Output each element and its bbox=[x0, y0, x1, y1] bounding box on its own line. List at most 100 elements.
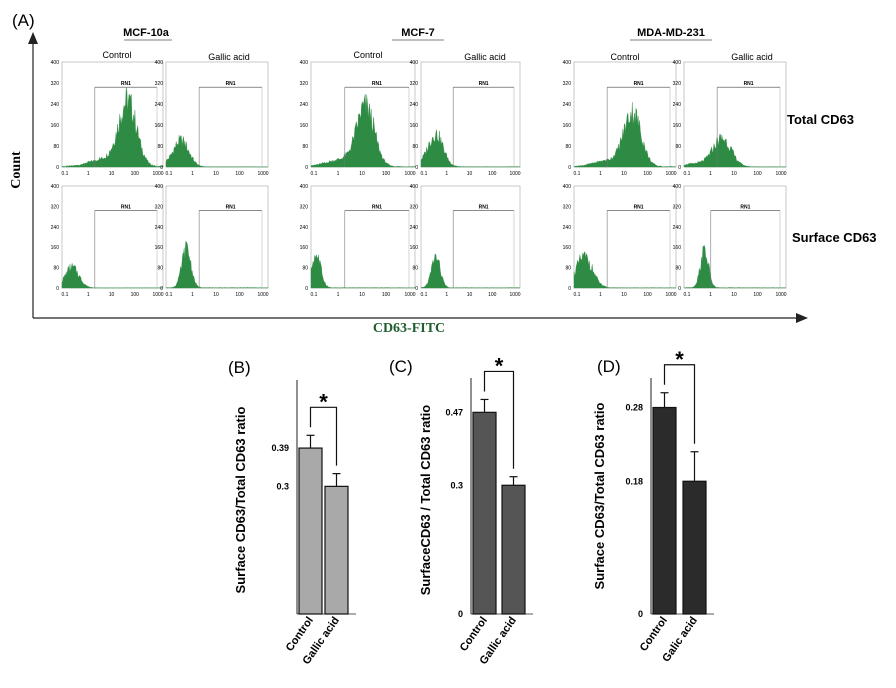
gate-label: RN1 bbox=[121, 204, 131, 210]
x-tick-label: 1000 bbox=[665, 171, 676, 177]
y-tick-label: 400 bbox=[410, 184, 419, 190]
y-tick-label: 400 bbox=[51, 184, 60, 190]
y-tick-label: 240 bbox=[563, 225, 572, 231]
y-tick-label: 320 bbox=[155, 81, 164, 87]
y-tick-label: 160 bbox=[563, 245, 572, 251]
x-tick-label: 0.1 bbox=[421, 292, 428, 298]
y-tick-label: 0.18 bbox=[625, 476, 643, 486]
histogram-surface-5: RN1 400 320 240 160 80 00.1 1 10 100 1000 bbox=[563, 184, 677, 298]
y-tick-label: 320 bbox=[51, 81, 60, 87]
x-tick-label: 100 bbox=[382, 171, 391, 177]
histogram-total-4: RN1 400 320 240 160 80 00.1 1 10 100 1000 bbox=[410, 60, 521, 177]
y-tick-label: 320 bbox=[410, 81, 419, 87]
histogram-surface-2: RN1 400 320 240 160 80 00.1 1 10 100 1000 bbox=[155, 184, 269, 298]
histogram-distribution bbox=[310, 94, 416, 168]
y-tick-label: 0 bbox=[415, 286, 418, 292]
y-tick-label: 0 bbox=[160, 286, 163, 292]
x-tick-label: 10 bbox=[467, 171, 473, 177]
y-tick-label: 80 bbox=[53, 144, 59, 150]
y-tick-label: 160 bbox=[563, 123, 572, 129]
x-tick-label: 10 bbox=[213, 171, 219, 177]
histogram-distribution bbox=[165, 240, 269, 289]
histogram-total-6: RN1 400 320 240 160 80 00.1 1 10 100 1000 bbox=[673, 60, 787, 177]
y-tick-label: 400 bbox=[51, 60, 60, 66]
gate-label: RN1 bbox=[744, 81, 754, 87]
y-tick-label: 80 bbox=[157, 144, 163, 150]
x-tick-label: 0.1 bbox=[62, 171, 69, 177]
y-tick-label: 80 bbox=[675, 266, 681, 272]
cond-control-2: Control bbox=[353, 50, 382, 60]
y-tick-label: 0 bbox=[305, 165, 308, 171]
y-tick-label: 0 bbox=[678, 165, 681, 171]
x-tick-label: 0.1 bbox=[311, 171, 318, 177]
y-tick-label: 320 bbox=[563, 204, 572, 210]
significance-star: * bbox=[495, 353, 504, 378]
y-tick-label: 0.3 bbox=[450, 480, 463, 490]
y-tick-label: 160 bbox=[155, 123, 164, 129]
x-tick-label: 100 bbox=[235, 171, 244, 177]
bar-chart-d: 0.28 0.18 0 Surface CD63/Total CD63 ratio Co… bbox=[592, 347, 714, 664]
histogram-surface-6: RN1 400 320 240 160 80 00.1 1 10 100 1000 bbox=[673, 184, 787, 298]
x-tick-label: 0.1 bbox=[421, 171, 428, 177]
y-tick-label: 0 bbox=[305, 286, 308, 292]
histogram-surface-4: RN1 400 320 240 160 80 00.1 1 10 100 1000 bbox=[410, 184, 521, 298]
x-tick-label: 1000 bbox=[257, 171, 268, 177]
cell-title-mda: MDA-MD-231 bbox=[637, 27, 705, 39]
x-tick-label: 0.1 bbox=[574, 171, 581, 177]
x-tick-label: 1 bbox=[191, 292, 194, 298]
histogram-distribution bbox=[165, 135, 269, 168]
cell-title-mcf10a: MCF-10a bbox=[123, 27, 170, 39]
y-tick-label: 400 bbox=[673, 184, 682, 190]
y-tick-label: 160 bbox=[51, 245, 60, 251]
y-tick-label: 400 bbox=[155, 184, 164, 190]
bar-gallic-acid bbox=[501, 484, 526, 615]
y-tick-label: 0 bbox=[568, 165, 571, 171]
histogram-distribution bbox=[420, 253, 521, 289]
gate-label: RN1 bbox=[121, 81, 131, 87]
y-tick-label: 240 bbox=[51, 225, 60, 231]
x-tick-label: 1 bbox=[599, 171, 602, 177]
x-tick-label: 1 bbox=[599, 292, 602, 298]
y-tick-label: 0 bbox=[678, 286, 681, 292]
y-axis-label: SurfaceCD63 / Total CD63 ratio bbox=[418, 405, 433, 596]
y-tick-label: 80 bbox=[53, 266, 59, 272]
y-tick-label: 80 bbox=[412, 144, 418, 150]
category-label: Control bbox=[638, 615, 670, 654]
x-tick-label: 1 bbox=[191, 171, 194, 177]
y-tick-label: 160 bbox=[410, 123, 419, 129]
x-tick-label: 0.1 bbox=[684, 292, 691, 298]
cell-title-mcf7: MCF-7 bbox=[401, 27, 435, 39]
y-tick-label: 160 bbox=[300, 123, 309, 129]
x-tick-label: 100 bbox=[131, 292, 140, 298]
x-tick-label: 10 bbox=[359, 292, 365, 298]
y-tick-label: 400 bbox=[300, 184, 309, 190]
y-tick-label: 160 bbox=[51, 123, 60, 129]
x-tick-label: 1 bbox=[445, 292, 448, 298]
x-tick-label: 1 bbox=[87, 292, 90, 298]
bar-control bbox=[298, 447, 323, 615]
histogram-distribution bbox=[573, 102, 677, 168]
histogram-total-5: RN1 400 320 240 160 80 00.1 1 10 100 1000 bbox=[563, 60, 677, 177]
x-tick-label: 1000 bbox=[509, 292, 520, 298]
histogram-distribution bbox=[420, 129, 521, 168]
x-tick-label: 1000 bbox=[665, 292, 676, 298]
y-tick-label: 80 bbox=[565, 266, 571, 272]
cond-gallic-1: Gallic acid bbox=[208, 52, 250, 62]
y-tick-label: 240 bbox=[155, 102, 164, 108]
x-tick-label: 100 bbox=[643, 292, 652, 298]
y-tick-label: 0.47 bbox=[445, 407, 463, 417]
x-tick-label: 10 bbox=[731, 292, 737, 298]
y-tick-label: 320 bbox=[300, 204, 309, 210]
gate-label: RN1 bbox=[479, 204, 489, 210]
x-tick-label: 100 bbox=[131, 171, 140, 177]
y-tick-label: 240 bbox=[673, 225, 682, 231]
gate-label: RN1 bbox=[740, 204, 750, 210]
x-tick-label: 1000 bbox=[404, 171, 415, 177]
panel-a-label: (A) bbox=[12, 11, 35, 30]
x-tick-label: 100 bbox=[488, 292, 497, 298]
x-tick-label: 1000 bbox=[152, 171, 163, 177]
x-tick-label: 10 bbox=[467, 292, 473, 298]
